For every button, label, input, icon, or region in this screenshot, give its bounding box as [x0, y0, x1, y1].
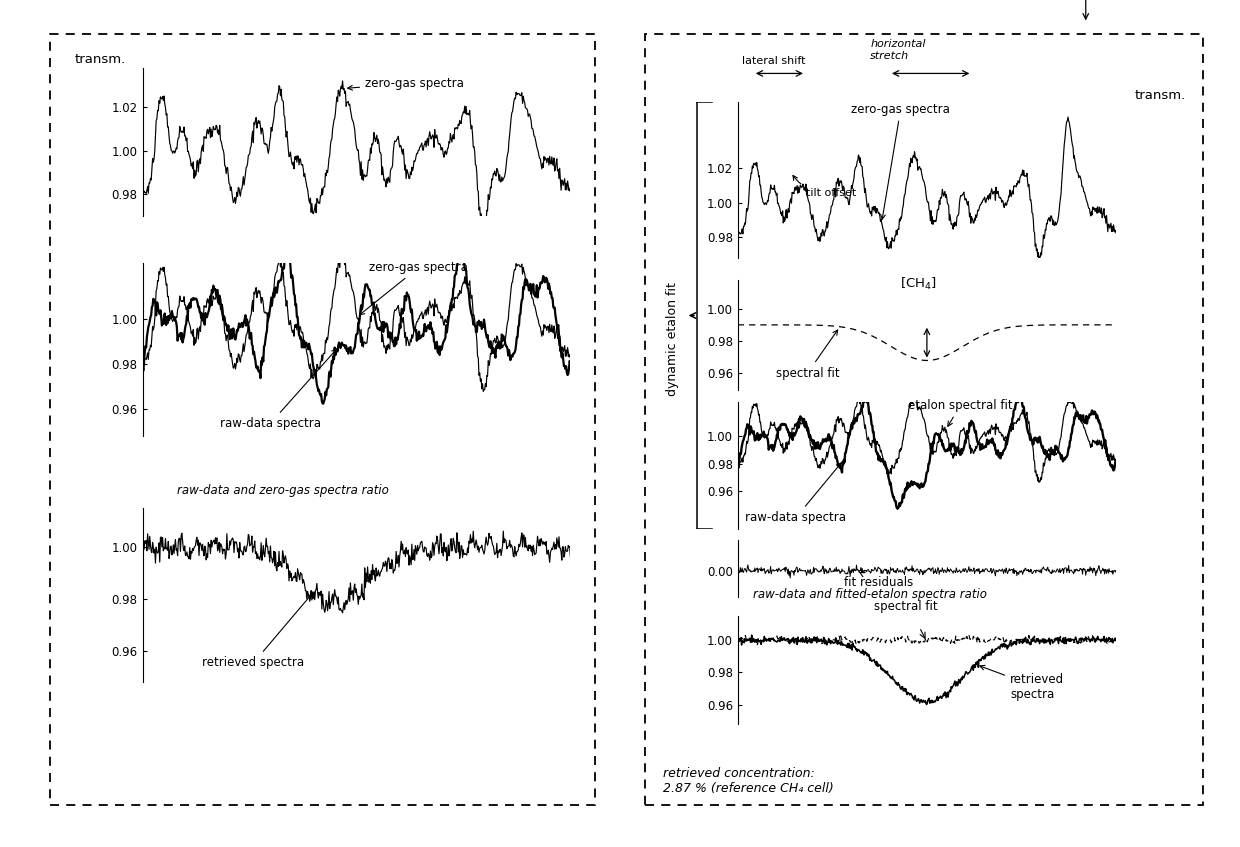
Text: dynamic etalon fit: dynamic etalon fit [666, 282, 678, 396]
Text: zero-gas spectra: zero-gas spectra [360, 261, 469, 315]
Text: retrieved spectra: retrieved spectra [202, 595, 311, 669]
Text: raw-data spectra: raw-data spectra [219, 349, 337, 430]
Text: raw-data spectra: raw-data spectra [745, 463, 847, 524]
Text: raw-data and fitted-etalon spectra ratio: raw-data and fitted-etalon spectra ratio [753, 589, 987, 601]
Text: zero-gas spectra: zero-gas spectra [851, 102, 950, 219]
Text: spectral fit: spectral fit [874, 601, 937, 613]
Text: transm.: transm. [74, 53, 125, 66]
Text: spectral fit: spectral fit [776, 330, 839, 379]
Text: transm.: transm. [1135, 89, 1187, 102]
Text: horizontal
stretch: horizontal stretch [870, 39, 926, 61]
Text: retrieved concentration:
2.87 % (reference CH₄ cell): retrieved concentration: 2.87 % (referen… [663, 767, 835, 794]
Text: retrieved
spectra: retrieved spectra [980, 666, 1064, 701]
Text: etalon spectral fit: etalon spectral fit [908, 399, 1013, 426]
Text: lateral shift: lateral shift [742, 56, 805, 65]
Text: tilt offset: tilt offset [794, 175, 856, 197]
Text: zero-gas spectra: zero-gas spectra [347, 76, 464, 90]
Text: raw-data and zero-gas spectra ratio: raw-data and zero-gas spectra ratio [177, 484, 388, 497]
Text: $[\mathrm{CH}_4]$: $[\mathrm{CH}_4]$ [900, 276, 937, 292]
Text: fit residuals: fit residuals [843, 572, 913, 589]
